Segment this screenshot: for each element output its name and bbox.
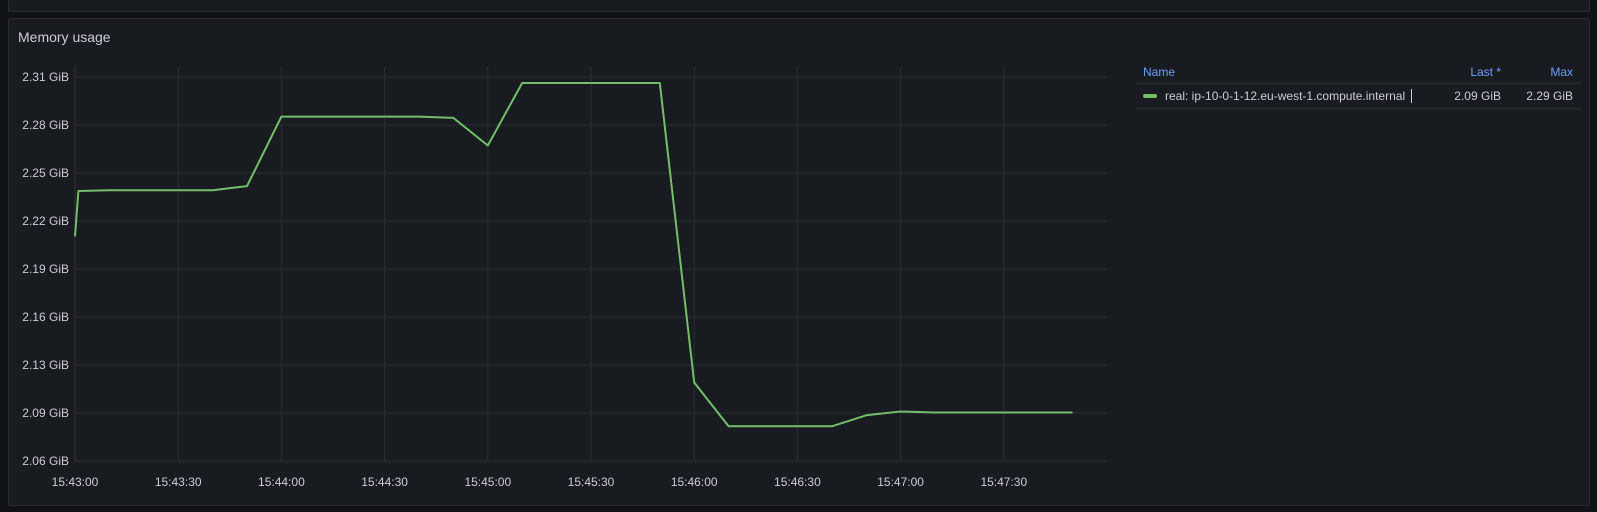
series-line[interactable] (74, 82, 1073, 428)
y-axis-labels: 2.31 GiB 2.28 GiB 2.25 GiB 2.22 GiB 2.19 GiB… (22, 70, 69, 468)
y-tick-label: 2.22 GiB (22, 214, 69, 228)
x-tick-label: 15:45:30 (568, 475, 615, 489)
legend-last-value: 2.09 GiB (1454, 89, 1501, 103)
x-tick-label: 15:45:00 (464, 475, 511, 489)
legend-header-last[interactable]: Last * (1470, 65, 1501, 79)
legend-header: Name Last * Max (1136, 61, 1581, 84)
legend-header-name[interactable]: Name (1143, 65, 1176, 79)
series-color-swatch (1143, 94, 1157, 98)
memory-chart: 2.31 GiB 2.28 GiB 2.25 GiB 2.22 GiB 2.19 GiB… (22, 66, 1107, 489)
y-grid (75, 76, 1107, 462)
x-grid (74, 66, 1005, 462)
text-cursor (1411, 89, 1413, 103)
legend-table: Name Last * Max real: ip-10-0-1-12.eu-we… (1136, 61, 1581, 109)
x-tick-label: 15:44:30 (361, 475, 408, 489)
x-tick-label: 15:47:30 (980, 475, 1027, 489)
memory-usage-panel: Memory usage 2.31 GiB 2.28 GiB 2.25 GiB 2.2… (8, 18, 1590, 506)
y-tick-label: 2.13 GiB (22, 358, 69, 372)
y-tick-label: 2.16 GiB (22, 310, 69, 324)
legend-series-name: real: ip-10-0-1-12.eu-west-1.compute.int… (1165, 89, 1406, 103)
previous-panel (8, 0, 1590, 12)
y-tick-label: 2.06 GiB (22, 454, 69, 468)
y-tick-label: 2.28 GiB (22, 118, 69, 132)
series-lines (74, 82, 1073, 428)
y-tick-label: 2.31 GiB (22, 70, 69, 84)
x-tick-label: 15:43:30 (155, 475, 202, 489)
x-tick-label: 15:47:00 (877, 475, 924, 489)
x-tick-label: 15:43:00 (52, 475, 99, 489)
x-axis-labels: 15:43:00 15:43:30 15:44:00 15:44:30 15:45:00… (52, 475, 1028, 489)
legend-header-max[interactable]: Max (1550, 65, 1573, 79)
x-tick-label: 15:46:30 (774, 475, 821, 489)
x-tick-label: 15:46:00 (671, 475, 718, 489)
legend-row[interactable]: real: ip-10-0-1-12.eu-west-1.compute.int… (1136, 84, 1581, 109)
panel-title[interactable]: Memory usage (18, 29, 111, 45)
y-tick-label: 2.09 GiB (22, 406, 69, 420)
x-tick-label: 15:44:00 (258, 475, 305, 489)
legend-max-value: 2.29 GiB (1526, 89, 1573, 103)
y-tick-label: 2.19 GiB (22, 262, 69, 276)
y-tick-label: 2.25 GiB (22, 166, 69, 180)
